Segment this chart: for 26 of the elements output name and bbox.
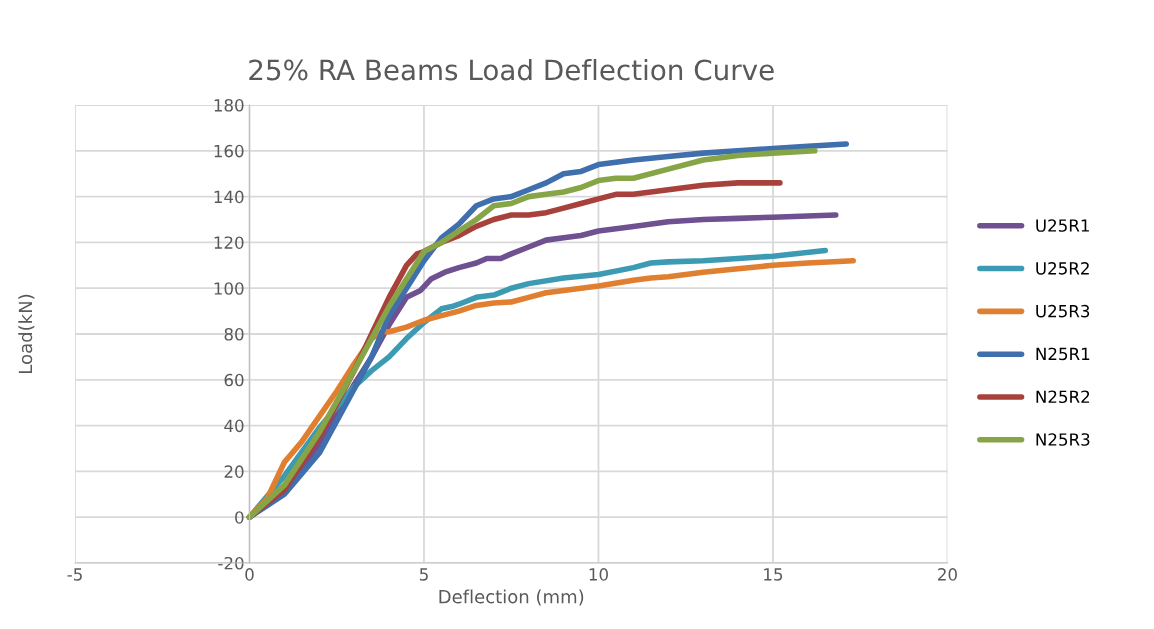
x-tick-label: 5: [419, 568, 428, 581]
legend-label: N25R3: [1036, 433, 1090, 446]
legend-label: N25R2: [1036, 390, 1090, 404]
legend-label: N25R1: [1036, 347, 1090, 361]
y-axis-title: Load(kN): [18, 294, 35, 373]
y-tick-label: 100: [214, 282, 244, 295]
y-tick-label: 160: [214, 144, 244, 158]
x-tick-label: 0: [245, 568, 254, 581]
y-tick-label: 180: [214, 99, 244, 112]
x-tick-label: 10: [589, 568, 608, 581]
legend-label: U25R3: [1036, 304, 1090, 318]
y-tick-label: 40: [224, 419, 244, 433]
x-tick-label: 20: [938, 568, 957, 581]
y-tick-label: 0: [235, 511, 244, 524]
chart-title: 25% RA Beams Load Deflection Curve: [249, 58, 774, 81]
x-tick-label: 15: [764, 568, 783, 581]
y-tick-label: 80: [224, 327, 244, 341]
y-tick-label: 20: [224, 465, 244, 478]
y-tick-label: 60: [224, 373, 244, 387]
y-tick-label: 120: [214, 236, 244, 249]
x-tick-label: -5: [67, 568, 82, 581]
legend-label: U25R1: [1036, 219, 1089, 232]
legend-label: U25R2: [1036, 262, 1089, 275]
x-axis-title: Deflection (mm): [439, 589, 584, 606]
y-tick-label: 140: [214, 190, 244, 204]
y-tick-label: -20: [218, 556, 244, 570]
